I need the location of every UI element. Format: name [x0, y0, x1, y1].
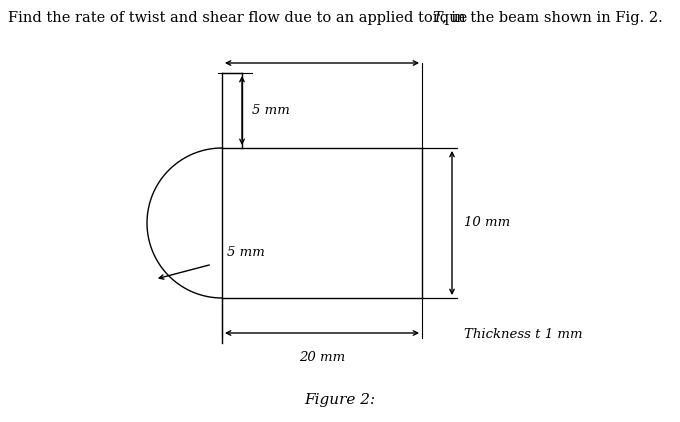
Text: T: T	[432, 11, 442, 25]
Text: 5 mm: 5 mm	[252, 104, 290, 117]
Text: Find the rate of twist and shear flow due to an applied torque: Find the rate of twist and shear flow du…	[8, 11, 472, 25]
Text: 5 mm: 5 mm	[227, 246, 265, 259]
Text: 10 mm: 10 mm	[464, 216, 510, 230]
Text: Figure 2:: Figure 2:	[305, 393, 375, 407]
Text: 20 mm: 20 mm	[299, 351, 345, 364]
Text: , in the beam shown in Fig. 2.: , in the beam shown in Fig. 2.	[442, 11, 663, 25]
Text: Thickness t 1 mm: Thickness t 1 mm	[464, 328, 583, 341]
